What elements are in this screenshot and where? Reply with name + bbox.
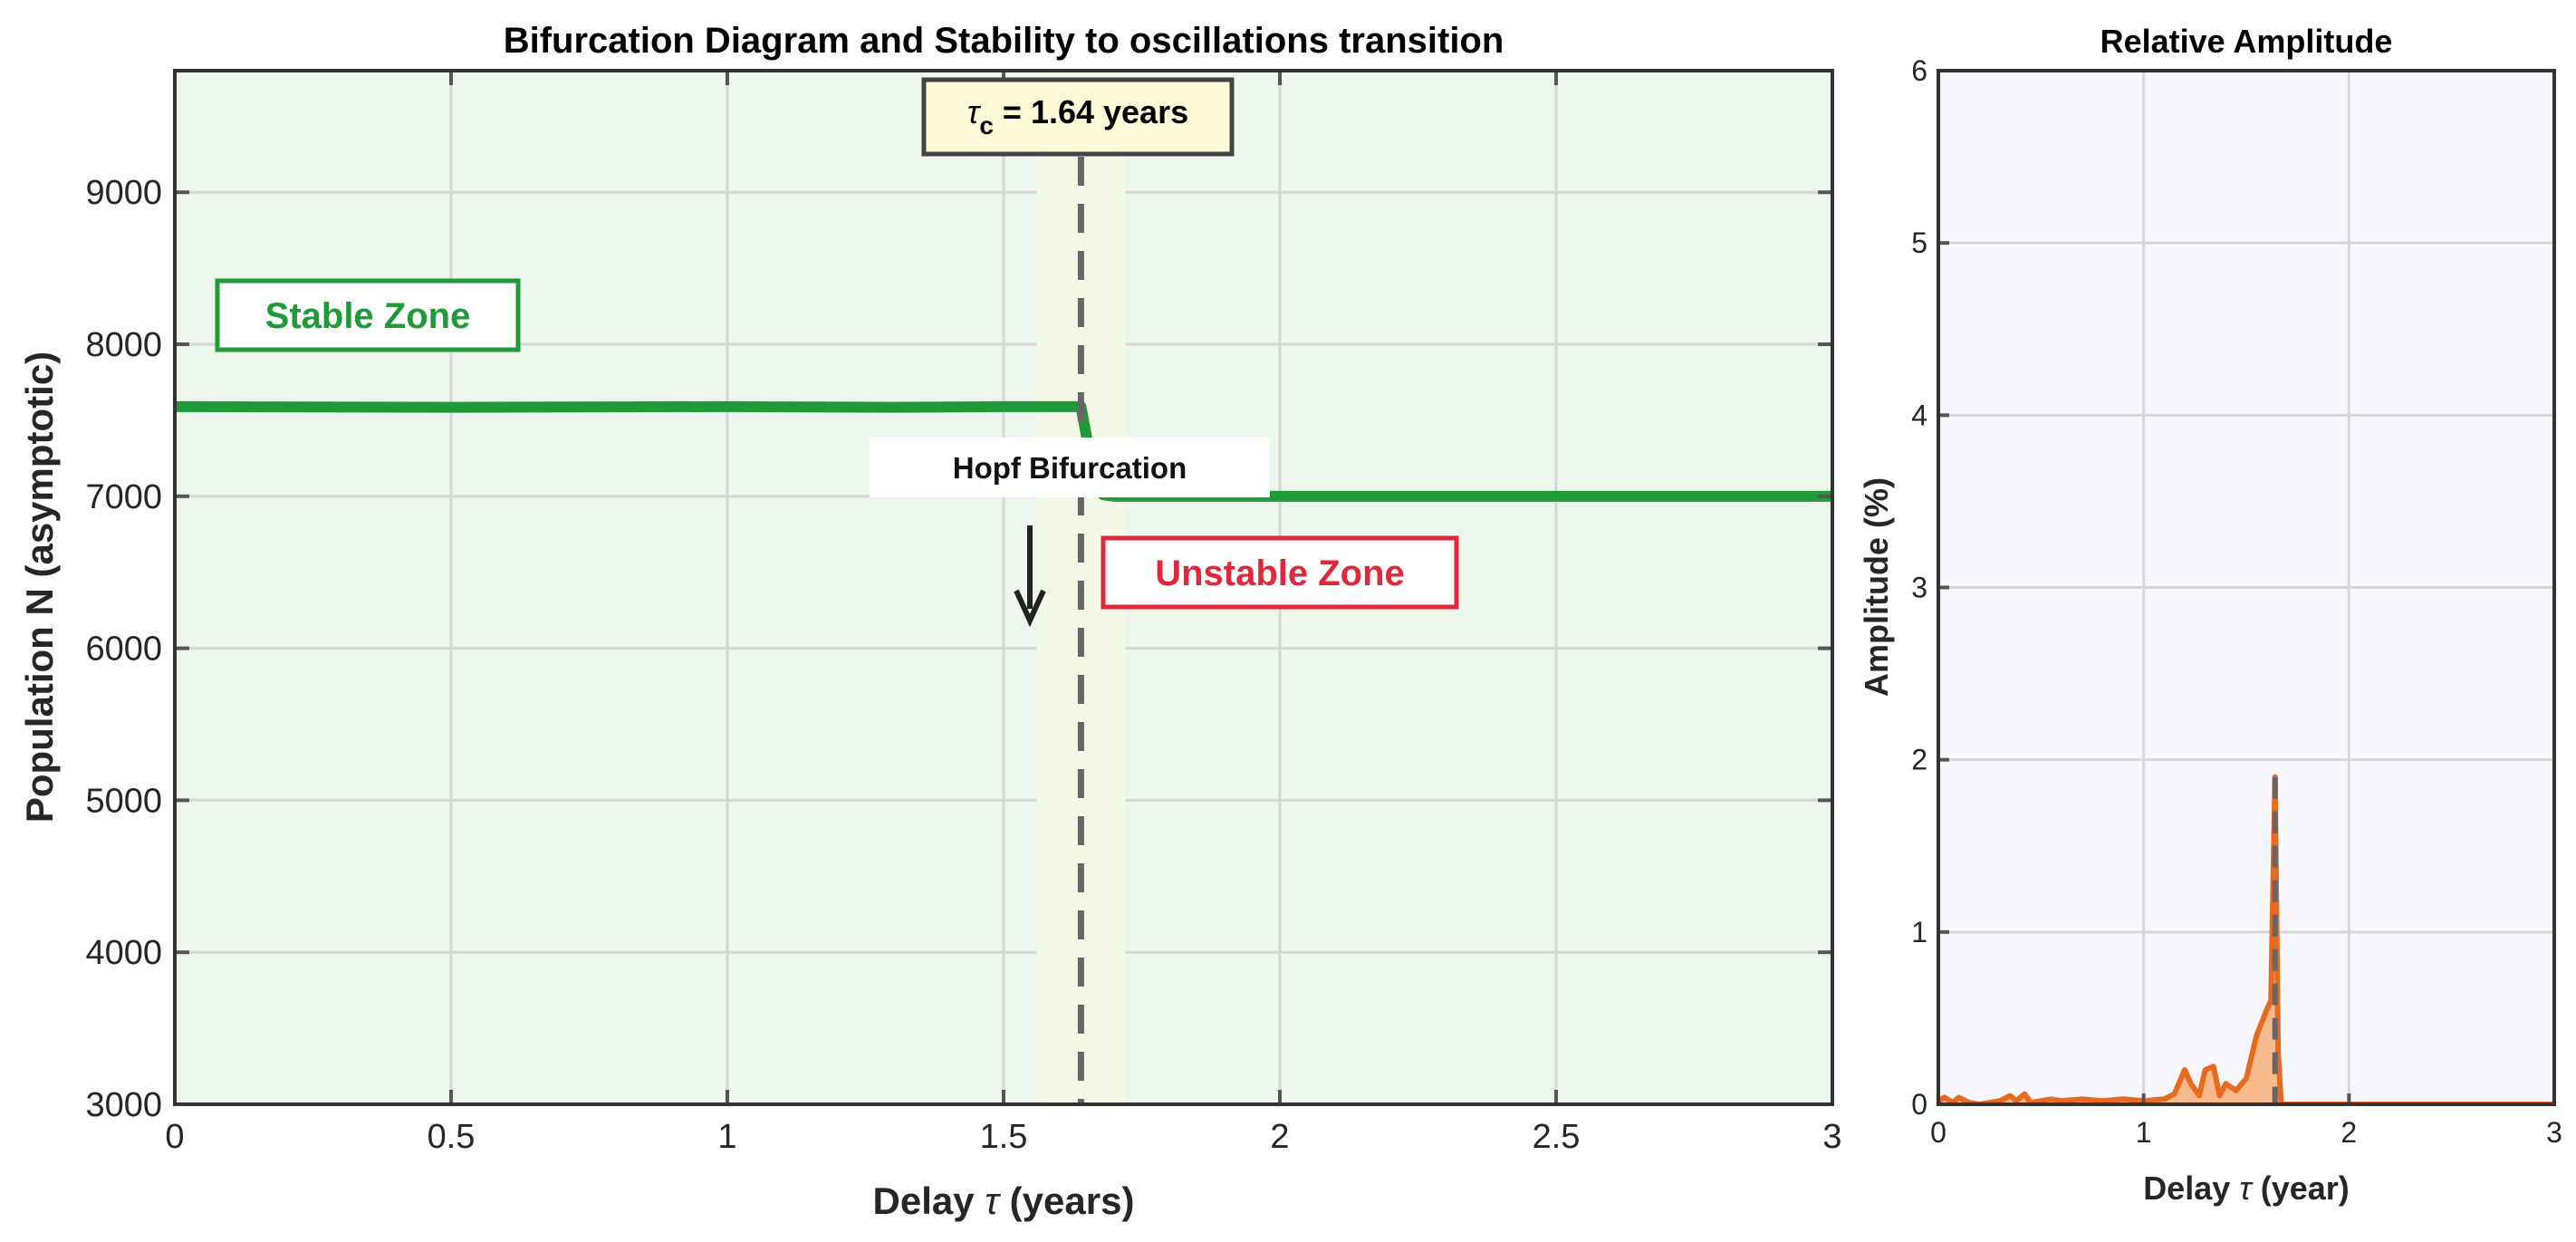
- amplitude-frame: [1937, 69, 2556, 1106]
- bifurcation-panel: 0 0.5 1 1.5 2 2.5 3 3000 4000 5000 6000 7000 8000 900…: [18, 21, 1842, 1222]
- bifurcation-x-label: Delay τ (years): [873, 1179, 1135, 1222]
- y-tick-label: 6000: [85, 631, 162, 669]
- amplitude-panel: 0 1 2 3 0 1 2 3 4 5 6 Relative Amplitude Delay τ (…: [1858, 23, 2562, 1207]
- y-tick-label: 3: [1911, 572, 1927, 604]
- stable-zone-label: Stable Zone: [265, 296, 471, 336]
- unstable-zone-box: [1101, 535, 1459, 610]
- y-tick-label: 6: [1911, 54, 1927, 87]
- y-tick-label: 2: [1911, 744, 1927, 776]
- x-tick-label: 3: [1822, 1118, 1841, 1156]
- y-tick-label: 8000: [85, 326, 162, 364]
- bifurcation-frame: [173, 69, 1834, 1106]
- stable-zone-annotation: Stable Zone: [215, 278, 521, 352]
- amplitude-y-label: Amplitude (%): [1858, 477, 1895, 697]
- amplitude-line: [1938, 774, 2554, 1104]
- x-tick-label: 1: [2136, 1116, 2152, 1149]
- x-tick-label: 1: [717, 1118, 736, 1156]
- unstable-zone-label: Unstable Zone: [1155, 554, 1405, 593]
- hopf-arrow-head: [1014, 589, 1046, 628]
- amplitude-series: [1938, 774, 2554, 1104]
- amplitude-title: Relative Amplitude: [2100, 23, 2393, 60]
- tau-c-annotation: τc = 1.64 years: [921, 77, 1235, 157]
- bifurcation-title: Bifurcation Diagram and Stability to osc…: [504, 21, 1504, 61]
- unstable-zone-annotation: Unstable Zone: [1101, 535, 1459, 610]
- y-tick-label: 0: [1911, 1088, 1927, 1121]
- x-tick-label: 0: [165, 1118, 184, 1156]
- x-tick-label: 0.5: [428, 1118, 476, 1156]
- y-tick-label: 5: [1911, 226, 1927, 259]
- y-tick-label: 7000: [85, 478, 162, 516]
- y-tick-label: 1: [1911, 916, 1927, 948]
- hopf-box: [870, 438, 1270, 497]
- hopf-annotation: Hopf Bifurcation: [870, 438, 1270, 628]
- x-tick-label: 1.5: [980, 1118, 1028, 1156]
- y-tick-label: 9000: [85, 174, 162, 212]
- amplitude-ticks: 0 1 2 3 0 1 2 3 4 5 6: [1911, 54, 2562, 1149]
- x-tick-label: 2: [2341, 1116, 2357, 1149]
- x-tick-label: 2.5: [1533, 1118, 1581, 1156]
- tau-c-box: [921, 77, 1235, 157]
- x-tick-label: 0: [1930, 1116, 1946, 1149]
- bifurcation-y-label: Population N (asymptotic): [18, 351, 61, 823]
- hopf-label: Hopf Bifurcation: [953, 451, 1187, 485]
- y-tick-label: 3000: [85, 1086, 162, 1124]
- amplitude-x-label: Delay τ (year): [2143, 1170, 2350, 1207]
- y-tick-label: 5000: [85, 782, 162, 820]
- stable-zone-box: [215, 278, 521, 352]
- tau-c-label: τc = 1.64 years: [967, 93, 1188, 140]
- x-tick-label: 3: [2546, 1116, 2562, 1149]
- x-tick-label: 2: [1270, 1118, 1289, 1156]
- y-tick-label: 4: [1911, 399, 1927, 431]
- y-tick-label: 4000: [85, 934, 162, 972]
